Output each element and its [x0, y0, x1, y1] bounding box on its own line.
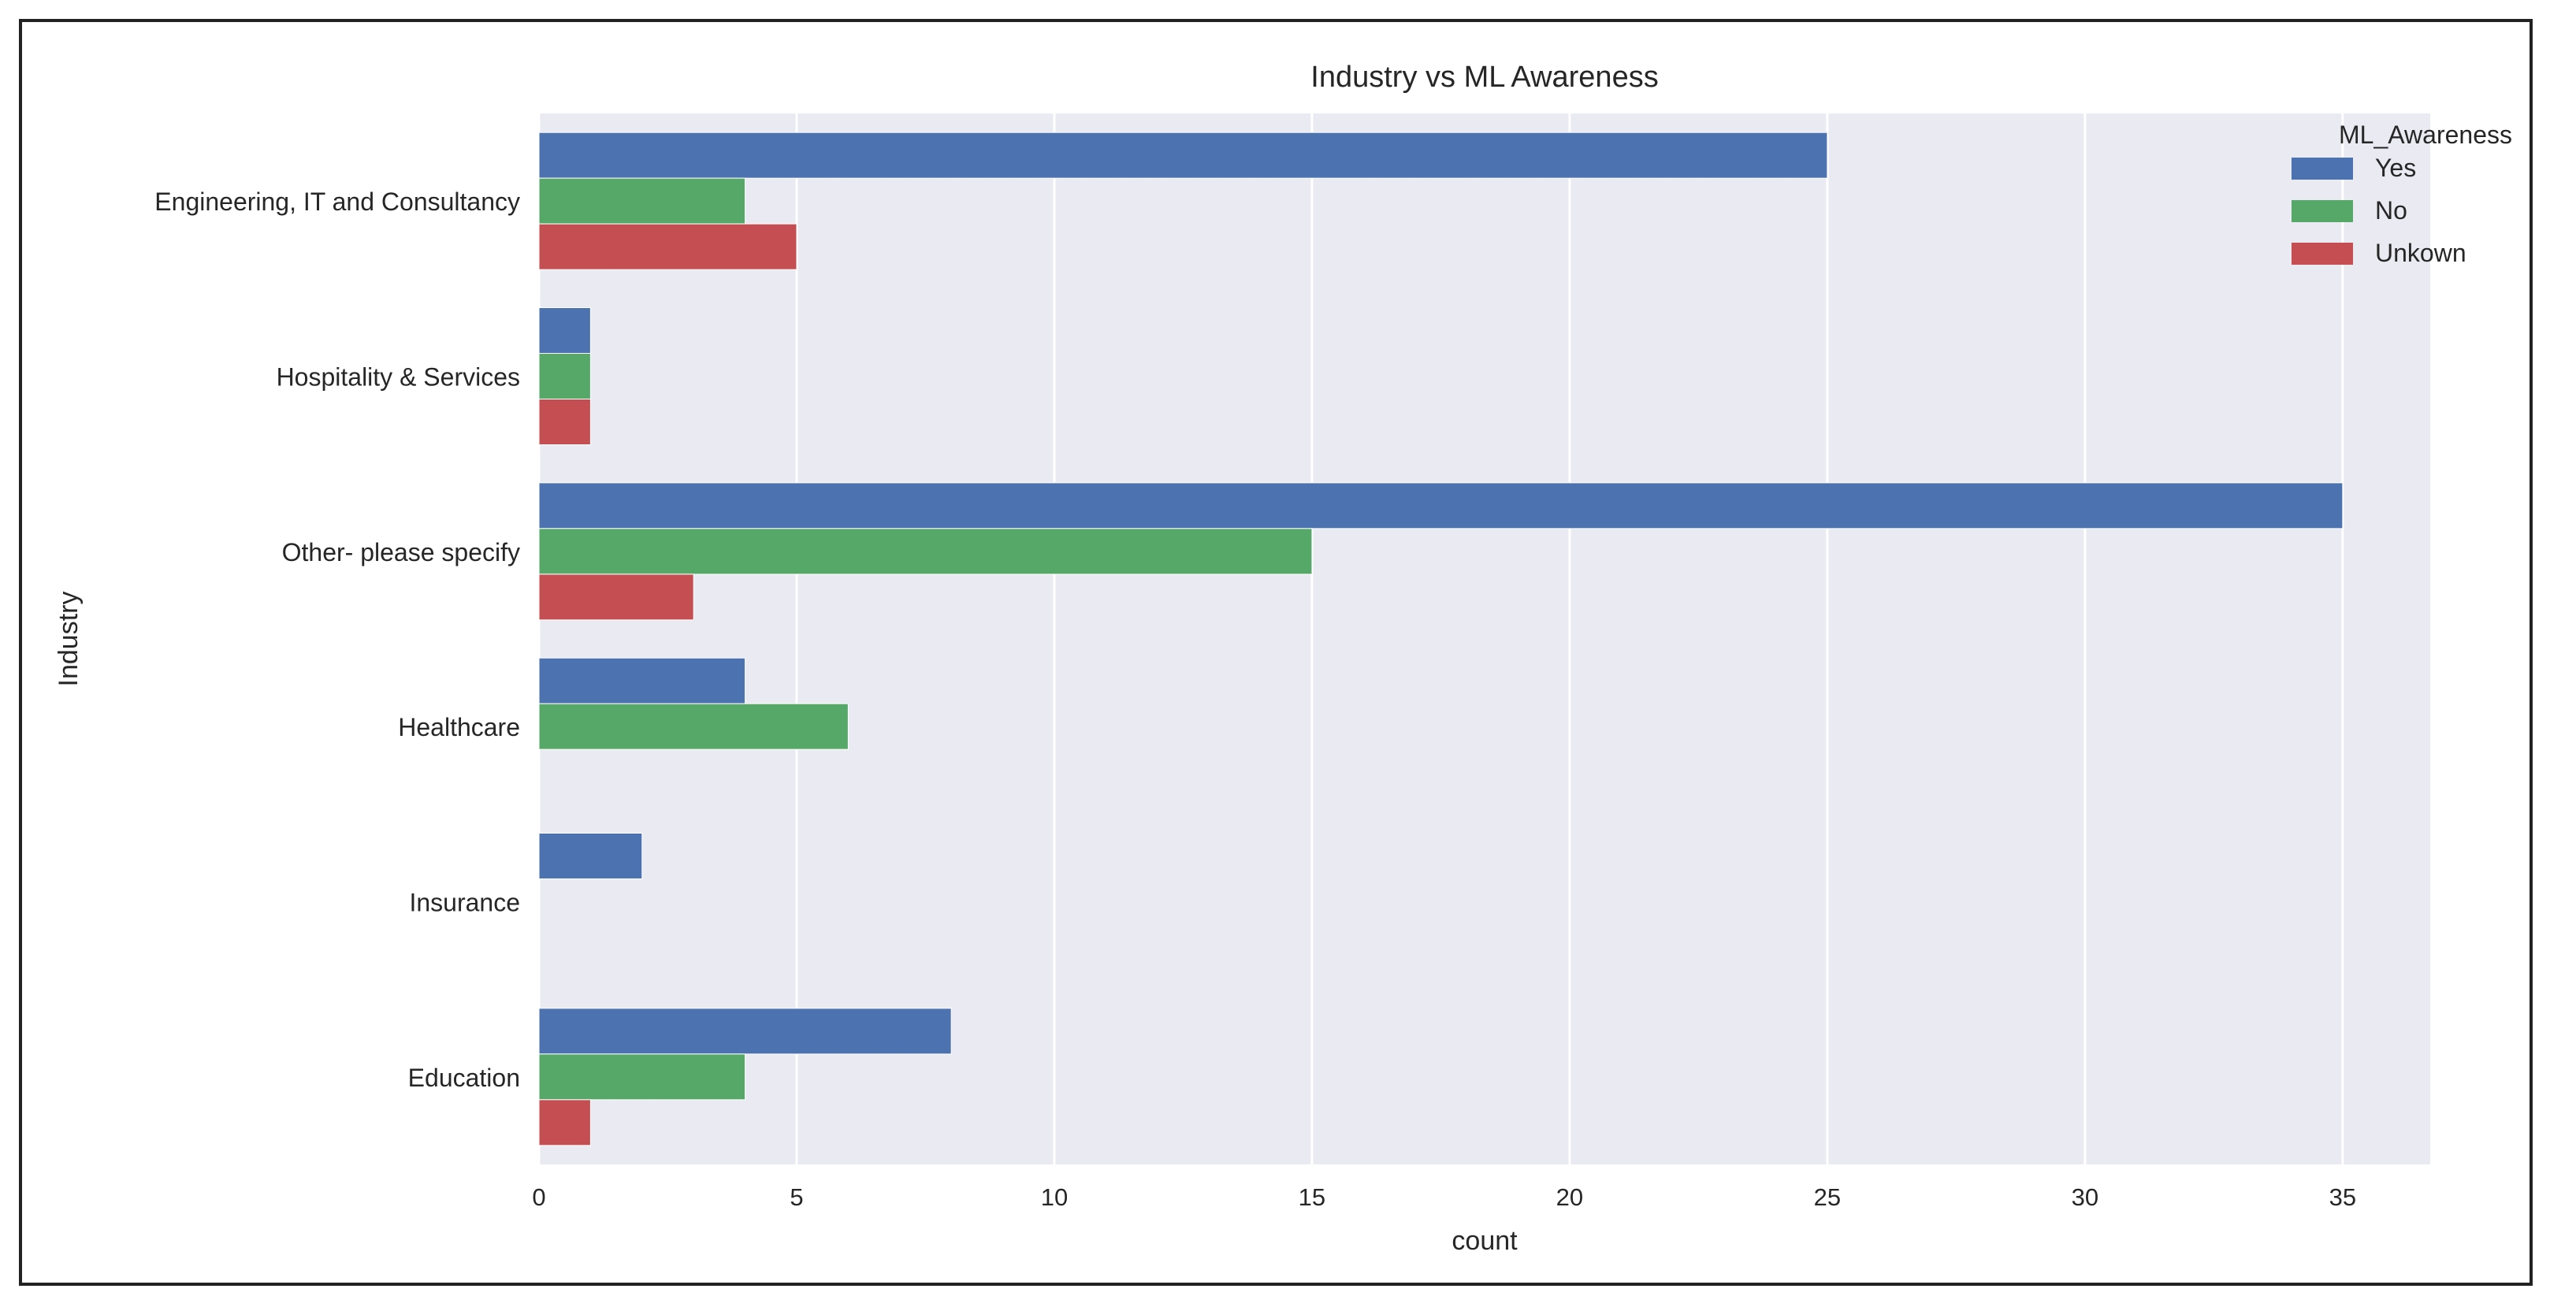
- bars: [538, 132, 2344, 1146]
- bar-no-1: [538, 353, 591, 399]
- bar-no-3: [538, 703, 849, 750]
- x-tick-label: 35: [2329, 1183, 2356, 1211]
- y-tick-label: Engineering, IT and Consultancy: [154, 188, 520, 216]
- bar-no-0: [538, 177, 746, 225]
- y-axis-ticks: Engineering, IT and Consultancy Hospitali…: [154, 188, 520, 1092]
- x-tick-label: 5: [790, 1183, 803, 1211]
- y-tick-label: Insurance: [409, 889, 520, 917]
- x-tick-label: 15: [1299, 1183, 1325, 1211]
- legend-label-no: No: [2375, 196, 2407, 225]
- legend-swatch-yes: [2292, 158, 2353, 180]
- legend: ML_Awareness Yes No Unkown: [2292, 121, 2512, 267]
- bar-unkown-5: [538, 1099, 591, 1146]
- legend-label-yes: Yes: [2375, 154, 2416, 182]
- bar-yes-5: [538, 1008, 952, 1055]
- x-tick-label: 10: [1041, 1183, 1068, 1211]
- x-tick-label: 20: [1556, 1183, 1583, 1211]
- bar-yes-3: [538, 657, 746, 704]
- x-tick-label: 30: [2072, 1183, 2098, 1211]
- chart-title: Industry vs ML Awareness: [1310, 61, 1658, 94]
- y-tick-label: Education: [408, 1064, 520, 1092]
- y-tick-label: Other- please specify: [282, 538, 520, 566]
- bar-yes-2: [538, 482, 2344, 529]
- bar-unkown-0: [538, 223, 797, 270]
- y-tick-label: Healthcare: [398, 713, 520, 741]
- x-axis-label: count: [1452, 1226, 1518, 1256]
- bar-yes-0: [538, 132, 1828, 179]
- bar-no-5: [538, 1053, 746, 1101]
- x-tick-label: 0: [532, 1183, 545, 1211]
- x-axis-ticks: 0 5 10 15 20 25 30 35: [532, 1183, 2356, 1211]
- bar-yes-4: [538, 833, 643, 879]
- y-axis-label: Industry: [54, 592, 84, 687]
- x-tick-label: 25: [1814, 1183, 1841, 1211]
- legend-swatch-no: [2292, 200, 2353, 222]
- grid-lines: [537, 113, 2344, 1164]
- legend-label-unkown: Unkown: [2375, 239, 2466, 267]
- y-tick-label: Hospitality & Services: [277, 363, 520, 392]
- bar-no-2: [538, 528, 1313, 575]
- bar-unkown-2: [538, 574, 694, 621]
- plot-area: [539, 113, 2430, 1164]
- legend-title: ML_Awareness: [2339, 121, 2512, 149]
- bar-chart: 0 5 10 15 20 25 30 35 Engineering, IT and Consu…: [54, 61, 2512, 1256]
- bar-yes-1: [538, 307, 591, 354]
- figure-frame: 0 5 10 15 20 25 30 35 Engineering, IT and Consu…: [19, 19, 2533, 1286]
- bar-unkown-1: [538, 399, 591, 445]
- legend-swatch-unkown: [2292, 243, 2353, 265]
